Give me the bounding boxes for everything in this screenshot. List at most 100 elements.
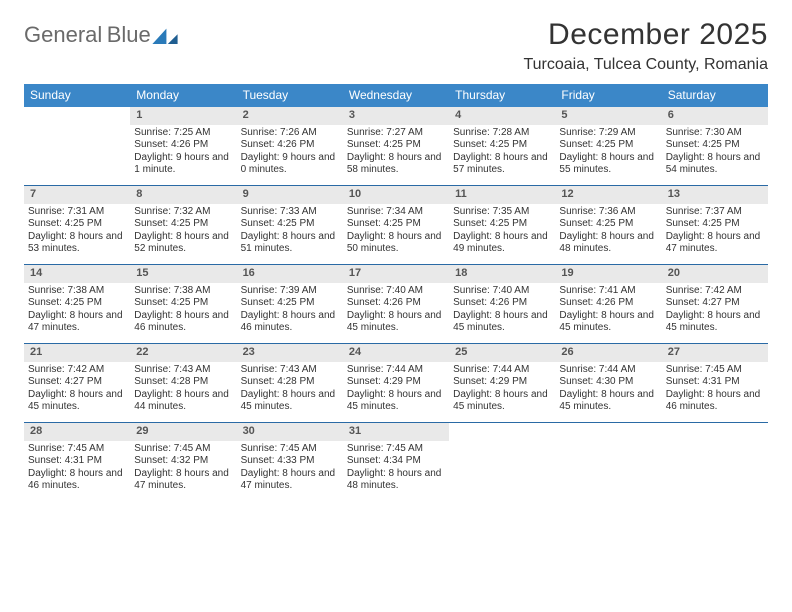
- daylight-line: Daylight: 8 hours and 46 minutes.: [134, 310, 232, 335]
- sunrise-line: Sunrise: 7:40 AM: [453, 285, 551, 298]
- day-cell: 16Sunrise: 7:39 AMSunset: 4:25 PMDayligh…: [237, 265, 343, 343]
- day-number: 28: [24, 423, 130, 441]
- daylight-line: Daylight: 8 hours and 55 minutes.: [559, 152, 657, 177]
- sunset-line: Sunset: 4:25 PM: [666, 139, 764, 152]
- sunset-line: Sunset: 4:33 PM: [241, 455, 339, 468]
- daylight-line: Daylight: 8 hours and 45 minutes.: [347, 389, 445, 414]
- weekday-header: Friday: [555, 84, 661, 107]
- sunset-line: Sunset: 4:29 PM: [347, 376, 445, 389]
- daylight-line: Daylight: 8 hours and 52 minutes.: [134, 231, 232, 256]
- daylight-line: Daylight: 8 hours and 50 minutes.: [347, 231, 445, 256]
- day-number: 26: [555, 344, 661, 362]
- daylight-line: Daylight: 8 hours and 46 minutes.: [666, 389, 764, 414]
- sunrise-line: Sunrise: 7:45 AM: [28, 443, 126, 456]
- header-bar: General Blue December 2025 Turcoaia, Tul…: [24, 18, 768, 74]
- daylight-line: Daylight: 8 hours and 58 minutes.: [347, 152, 445, 177]
- sunset-line: Sunset: 4:25 PM: [134, 218, 232, 231]
- sunrise-line: Sunrise: 7:31 AM: [28, 206, 126, 219]
- day-cell: 3Sunrise: 7:27 AMSunset: 4:25 PMDaylight…: [343, 107, 449, 185]
- brand-word-2: Blue: [107, 22, 151, 47]
- day-number: 25: [449, 344, 555, 362]
- daylight-line: Daylight: 8 hours and 46 minutes.: [28, 468, 126, 493]
- sunset-line: Sunset: 4:25 PM: [28, 218, 126, 231]
- day-number: 6: [662, 107, 768, 125]
- weekday-header: Sunday: [24, 84, 130, 107]
- day-cell: 12Sunrise: 7:36 AMSunset: 4:25 PMDayligh…: [555, 186, 661, 264]
- day-cell: 31Sunrise: 7:45 AMSunset: 4:34 PMDayligh…: [343, 423, 449, 501]
- daylight-line: Daylight: 8 hours and 45 minutes.: [453, 310, 551, 335]
- day-cell: 30Sunrise: 7:45 AMSunset: 4:33 PMDayligh…: [237, 423, 343, 501]
- sunset-line: Sunset: 4:26 PM: [453, 297, 551, 310]
- day-cell: 29Sunrise: 7:45 AMSunset: 4:32 PMDayligh…: [130, 423, 236, 501]
- day-number: 4: [449, 107, 555, 125]
- day-number: 29: [130, 423, 236, 441]
- sunset-line: Sunset: 4:27 PM: [666, 297, 764, 310]
- sunrise-line: Sunrise: 7:42 AM: [28, 364, 126, 377]
- weekday-header-row: SundayMondayTuesdayWednesdayThursdayFrid…: [24, 84, 768, 107]
- day-number: 14: [24, 265, 130, 283]
- day-number: 8: [130, 186, 236, 204]
- day-cell: 1Sunrise: 7:25 AMSunset: 4:26 PMDaylight…: [130, 107, 236, 185]
- day-number: 12: [555, 186, 661, 204]
- day-number: 23: [237, 344, 343, 362]
- sunrise-line: Sunrise: 7:33 AM: [241, 206, 339, 219]
- sunset-line: Sunset: 4:25 PM: [559, 139, 657, 152]
- sunrise-line: Sunrise: 7:43 AM: [241, 364, 339, 377]
- sunrise-line: Sunrise: 7:35 AM: [453, 206, 551, 219]
- day-number: 7: [24, 186, 130, 204]
- sunset-line: Sunset: 4:25 PM: [666, 218, 764, 231]
- day-cell: 5Sunrise: 7:29 AMSunset: 4:25 PMDaylight…: [555, 107, 661, 185]
- daylight-line: Daylight: 8 hours and 45 minutes.: [559, 389, 657, 414]
- daylight-line: Daylight: 9 hours and 1 minute.: [134, 152, 232, 177]
- day-cell: [449, 423, 555, 501]
- sunset-line: Sunset: 4:25 PM: [28, 297, 126, 310]
- day-cell: 28 Sunrise: 7:45 AMSunset: 4:31 PMDayligh…: [24, 423, 130, 501]
- day-number: 18: [449, 265, 555, 283]
- daylight-line: Daylight: 8 hours and 45 minutes.: [453, 389, 551, 414]
- sunrise-line: Sunrise: 7:44 AM: [559, 364, 657, 377]
- day-cell: 14Sunrise: 7:38 AMSunset: 4:25 PMDayligh…: [24, 265, 130, 343]
- sunset-line: Sunset: 4:25 PM: [453, 139, 551, 152]
- sunrise-line: Sunrise: 7:45 AM: [347, 443, 445, 456]
- day-cell: 11Sunrise: 7:35 AMSunset: 4:25 PMDayligh…: [449, 186, 555, 264]
- sunrise-line: Sunrise: 7:45 AM: [666, 364, 764, 377]
- daylight-line: Daylight: 8 hours and 51 minutes.: [241, 231, 339, 256]
- day-cell: 22Sunrise: 7:43 AMSunset: 4:28 PMDayligh…: [130, 344, 236, 422]
- sunset-line: Sunset: 4:27 PM: [28, 376, 126, 389]
- weekday-header: Tuesday: [237, 84, 343, 107]
- day-number: 11: [449, 186, 555, 204]
- sunset-line: Sunset: 4:31 PM: [28, 455, 126, 468]
- daylight-line: Daylight: 8 hours and 53 minutes.: [28, 231, 126, 256]
- daylight-line: Daylight: 8 hours and 46 minutes.: [241, 310, 339, 335]
- sunrise-line: Sunrise: 7:38 AM: [134, 285, 232, 298]
- day-number: 31: [343, 423, 449, 441]
- sunset-line: Sunset: 4:25 PM: [453, 218, 551, 231]
- daylight-line: Daylight: 8 hours and 47 minutes.: [241, 468, 339, 493]
- day-number: 16: [237, 265, 343, 283]
- daylight-line: Daylight: 8 hours and 48 minutes.: [347, 468, 445, 493]
- sunrise-line: Sunrise: 7:30 AM: [666, 127, 764, 140]
- day-cell: 18 Sunrise: 7:40 AMSunset: 4:26 PMDayligh…: [449, 265, 555, 343]
- sunset-line: Sunset: 4:25 PM: [559, 218, 657, 231]
- day-cell: 4Sunrise: 7:28 AMSunset: 4:25 PMDaylight…: [449, 107, 555, 185]
- day-cell: 7 Sunrise: 7:31 AMSunset: 4:25 PMDaylight…: [24, 186, 130, 264]
- sunset-line: Sunset: 4:28 PM: [134, 376, 232, 389]
- day-cell: 23Sunrise: 7:43 AMSunset: 4:28 PMDayligh…: [237, 344, 343, 422]
- sunrise-line: Sunrise: 7:42 AM: [666, 285, 764, 298]
- sunrise-line: Sunrise: 7:45 AM: [134, 443, 232, 456]
- location-subtitle: Turcoaia, Tulcea County, Romania: [523, 56, 768, 74]
- week-row: 7Sunrise: 7:31 AMSunset: 4:25 PMDaylight…: [24, 186, 768, 265]
- sunset-line: Sunset: 4:25 PM: [347, 139, 445, 152]
- week-row: 14Sunrise: 7:38 AMSunset: 4:25 PMDayligh…: [24, 265, 768, 344]
- day-cell: 25Sunrise: 7:44 AMSunset: 4:29 PMDayligh…: [449, 344, 555, 422]
- brand-logo: General Blue: [24, 18, 179, 47]
- day-number: 13: [662, 186, 768, 204]
- daylight-line: Daylight: 8 hours and 57 minutes.: [453, 152, 551, 177]
- weekday-header: Saturday: [662, 84, 768, 107]
- day-cell: 26Sunrise: 7:44 AMSunset: 4:30 PMDayligh…: [555, 344, 661, 422]
- week-row: 28Sunrise: 7:45 AMSunset: 4:31 PMDayligh…: [24, 423, 768, 501]
- day-cell: 10Sunrise: 7:34 AMSunset: 4:25 PMDayligh…: [343, 186, 449, 264]
- sunset-line: Sunset: 4:25 PM: [134, 297, 232, 310]
- daylight-line: Daylight: 8 hours and 45 minutes.: [347, 310, 445, 335]
- day-number: 5: [555, 107, 661, 125]
